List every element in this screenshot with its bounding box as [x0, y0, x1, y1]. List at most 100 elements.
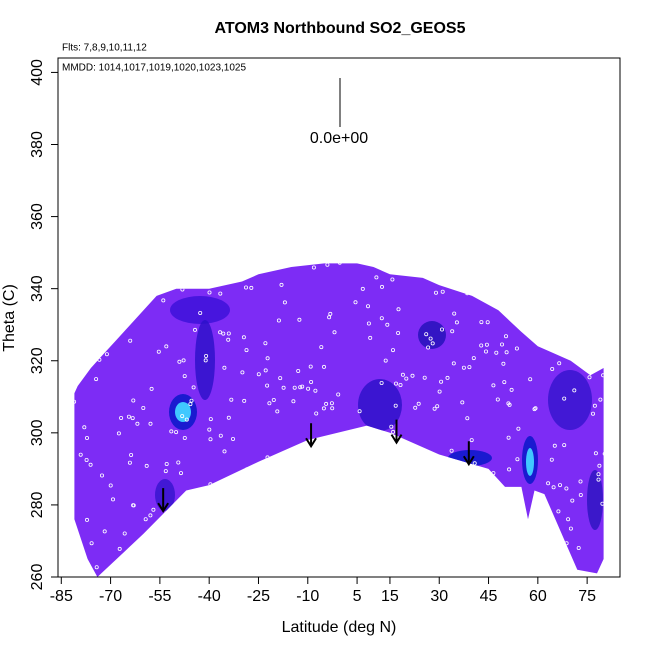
- sample-dot: [111, 497, 116, 502]
- sample-dot: [390, 348, 395, 353]
- sample-dot: [421, 467, 426, 472]
- sample-dot: [532, 407, 537, 412]
- x-axis-label: Latitude (deg N): [282, 619, 397, 636]
- sample-dot: [265, 356, 270, 361]
- arrow: [462, 441, 475, 467]
- sample-dot: [571, 323, 576, 328]
- sample-dot: [141, 405, 146, 410]
- sample-dot: [336, 392, 341, 397]
- x-tick-label: -40: [198, 588, 221, 605]
- x-tick-label: -85: [50, 588, 73, 605]
- sample-dot: [218, 291, 223, 296]
- sample-dot: [189, 523, 194, 528]
- sample-dot: [169, 429, 174, 434]
- sample-dot: [164, 461, 169, 466]
- sample-dot: [572, 348, 577, 353]
- sample-dot: [312, 258, 315, 261]
- sample-dot: [319, 345, 324, 350]
- subtitle: Flts: 7,8,9,10,11,12: [62, 43, 147, 54]
- sample-dot: [424, 332, 429, 337]
- sample-dot: [135, 297, 140, 302]
- sample-dot: [396, 257, 399, 260]
- sample-dot: [75, 351, 80, 356]
- sample-dot: [433, 534, 438, 539]
- sample-dot: [379, 284, 384, 289]
- sample-dot: [221, 331, 226, 336]
- sample-dot: [497, 496, 502, 501]
- sample-dot: [351, 512, 356, 517]
- sample-dot: [182, 374, 187, 379]
- sample-dot: [447, 466, 452, 471]
- sample-dot: [303, 534, 308, 539]
- sample-dot: [580, 298, 585, 303]
- sample-dot: [557, 316, 562, 321]
- sample-dot: [226, 337, 231, 342]
- sample-dot: [360, 286, 365, 291]
- sample-dot: [430, 341, 435, 346]
- sample-dot: [428, 273, 433, 278]
- sample-dot: [85, 319, 90, 324]
- sample-dot: [119, 415, 124, 420]
- sample-dot: [76, 346, 81, 351]
- sample-dot: [182, 435, 187, 440]
- sample-dot: [488, 258, 491, 261]
- sample-dot: [361, 428, 366, 433]
- sample-dot: [281, 385, 286, 390]
- sample-dot: [495, 397, 500, 402]
- sample-dot: [514, 346, 519, 351]
- sample-dot: [318, 485, 323, 490]
- sample-dot: [296, 368, 301, 373]
- sample-dot: [412, 562, 417, 567]
- sample-dot: [566, 334, 571, 339]
- sample-dot: [361, 250, 364, 253]
- sample-dot: [439, 463, 444, 468]
- sample-dot: [156, 349, 161, 354]
- y-tick-label: 380: [29, 131, 46, 158]
- sample-dot: [276, 457, 281, 462]
- sample-dot: [85, 517, 90, 522]
- sample-dot: [428, 336, 433, 341]
- sample-dot: [109, 291, 114, 296]
- sample-dot: [88, 462, 93, 467]
- sample-dot: [286, 476, 291, 481]
- sample-dot: [520, 511, 525, 516]
- sample-dot: [387, 497, 392, 502]
- sample-dot: [244, 348, 249, 353]
- sample-dot: [452, 311, 457, 316]
- x-tick-label: 60: [529, 588, 547, 605]
- x-tick-label: 5: [353, 588, 362, 605]
- sample-dot: [230, 436, 235, 441]
- sample-dot: [246, 522, 251, 527]
- annotation: 0.0e+00: [310, 130, 368, 147]
- sample-dot: [353, 547, 358, 552]
- sample-dot: [498, 290, 503, 295]
- sample-dot: [449, 544, 454, 549]
- sample-dot: [515, 303, 520, 308]
- sample-dot: [240, 370, 245, 375]
- sample-dot: [400, 372, 405, 377]
- sample-dot: [78, 291, 83, 296]
- sample-dot: [393, 475, 398, 480]
- sample-dot: [465, 416, 470, 421]
- blob: [548, 370, 592, 430]
- blob: [155, 479, 175, 511]
- sample-dot: [304, 483, 309, 488]
- x-tick-label: -70: [99, 588, 122, 605]
- sample-dot: [154, 275, 159, 280]
- sample-dot: [610, 378, 613, 381]
- sample-dot: [82, 425, 87, 430]
- sample-dot: [461, 365, 466, 370]
- sample-dot: [501, 361, 506, 366]
- sample-dot: [494, 350, 499, 355]
- y-tick-label: 300: [29, 419, 46, 446]
- sample-dot: [108, 483, 113, 488]
- sample-dot: [80, 334, 85, 339]
- sample-dot: [502, 503, 507, 508]
- sample-dot: [435, 404, 440, 409]
- sample-dot: [191, 385, 196, 390]
- sample-dot: [337, 263, 342, 265]
- sample-dot: [445, 375, 450, 380]
- sample-dot: [189, 398, 194, 403]
- sample-dot: [341, 476, 346, 481]
- sample-dot: [165, 263, 170, 266]
